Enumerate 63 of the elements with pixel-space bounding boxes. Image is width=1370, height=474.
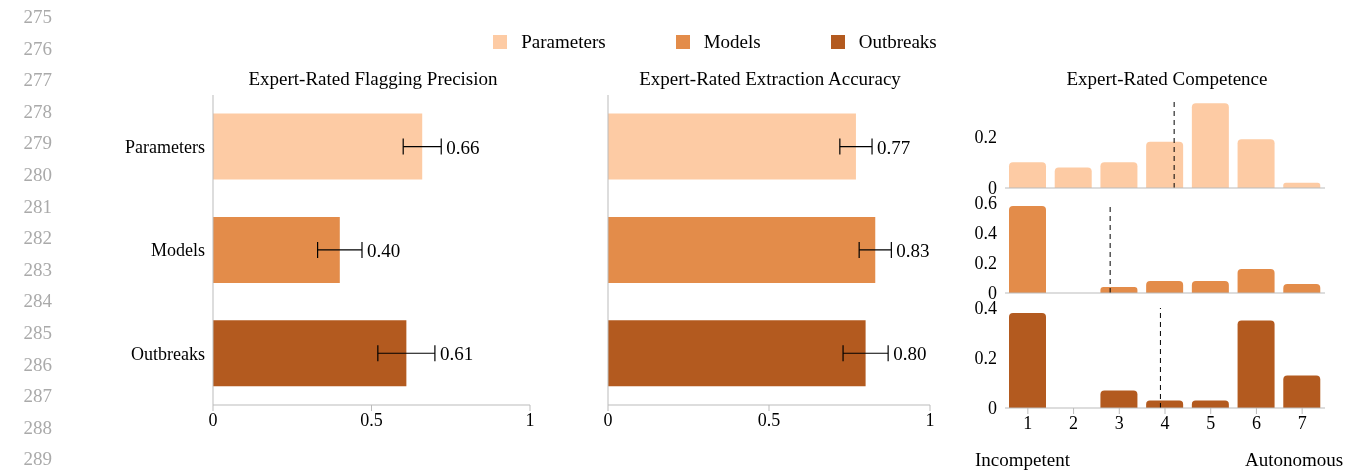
data-label: 0.80 bbox=[893, 343, 927, 365]
bar bbox=[1283, 375, 1321, 408]
data-label: 0.40 bbox=[366, 239, 401, 261]
bar bbox=[1146, 141, 1184, 188]
bar bbox=[1191, 103, 1229, 188]
text: 281 bbox=[22, 195, 52, 218]
bar bbox=[1146, 281, 1184, 293]
x-tick-label: 0.5 bbox=[360, 409, 383, 430]
chart-title: Expert-Rated Flagging Precision bbox=[247, 68, 499, 90]
text: 288 bbox=[22, 416, 52, 439]
bar bbox=[1237, 139, 1275, 188]
bar bbox=[1237, 320, 1275, 408]
y-tick-label: Models bbox=[151, 240, 205, 261]
text: 277 bbox=[22, 69, 52, 92]
legend-label: Parameters bbox=[520, 31, 606, 53]
x-tick-label: 1 bbox=[1023, 412, 1033, 433]
x-tick-label: 7 bbox=[1297, 412, 1307, 433]
x-tick-label: 2 bbox=[1069, 412, 1079, 433]
text: 280 bbox=[22, 164, 52, 186]
data-label: 0.77 bbox=[877, 136, 911, 158]
x-tick-label: 0 bbox=[603, 409, 613, 430]
text: 284 bbox=[22, 290, 52, 313]
data-label: 0.61 bbox=[439, 343, 474, 365]
x-tick-label: 5 bbox=[1206, 412, 1216, 433]
x-tick-label: 1 bbox=[925, 409, 935, 430]
text: 286 bbox=[22, 353, 52, 376]
text: 275 bbox=[22, 6, 52, 28]
x-tick-label: 1 bbox=[525, 409, 535, 430]
bar bbox=[1100, 162, 1138, 188]
legend-label: Outbreaks bbox=[857, 31, 937, 53]
text: 278 bbox=[22, 100, 52, 123]
legend-label: Models bbox=[702, 31, 761, 53]
y-tick-label: 0.4 bbox=[974, 223, 997, 244]
y-tick-label: Parameters bbox=[125, 137, 205, 158]
bar bbox=[1009, 313, 1046, 408]
chart-title: Expert-Rated Extraction Accuracy bbox=[638, 68, 902, 90]
y-tick-label: 0.2 bbox=[974, 253, 997, 274]
bar bbox=[1237, 269, 1275, 293]
x-tick-label: 0.5 bbox=[757, 409, 781, 430]
text: 285 bbox=[22, 322, 52, 344]
text: 283 bbox=[22, 258, 52, 281]
y-tick-label: 0.2 bbox=[974, 348, 997, 369]
text: 276 bbox=[22, 37, 52, 60]
x-tick-label: 4 bbox=[1160, 412, 1170, 433]
data-label: 0.83 bbox=[896, 239, 930, 261]
data-label: 0.66 bbox=[446, 136, 480, 158]
x-tick-label: 0 bbox=[208, 409, 218, 430]
y-tick-label: Outbreaks bbox=[131, 343, 205, 364]
chart-title: Expert-Rated Competence bbox=[1065, 68, 1269, 90]
text: 287 bbox=[22, 385, 52, 408]
text: Autonomous bbox=[1245, 449, 1344, 471]
bar bbox=[1009, 162, 1046, 188]
bar bbox=[1009, 206, 1046, 293]
text: 282 bbox=[22, 227, 52, 250]
x-tick-label: 3 bbox=[1114, 412, 1124, 433]
text: 279 bbox=[22, 132, 52, 155]
text: Incompetent bbox=[975, 449, 1070, 471]
text: 289 bbox=[22, 448, 52, 471]
bar bbox=[1054, 167, 1092, 188]
bar bbox=[1191, 281, 1229, 293]
bar bbox=[1100, 390, 1138, 408]
x-tick-label: 6 bbox=[1251, 412, 1261, 433]
y-tick-label: 0.2 bbox=[974, 126, 997, 147]
